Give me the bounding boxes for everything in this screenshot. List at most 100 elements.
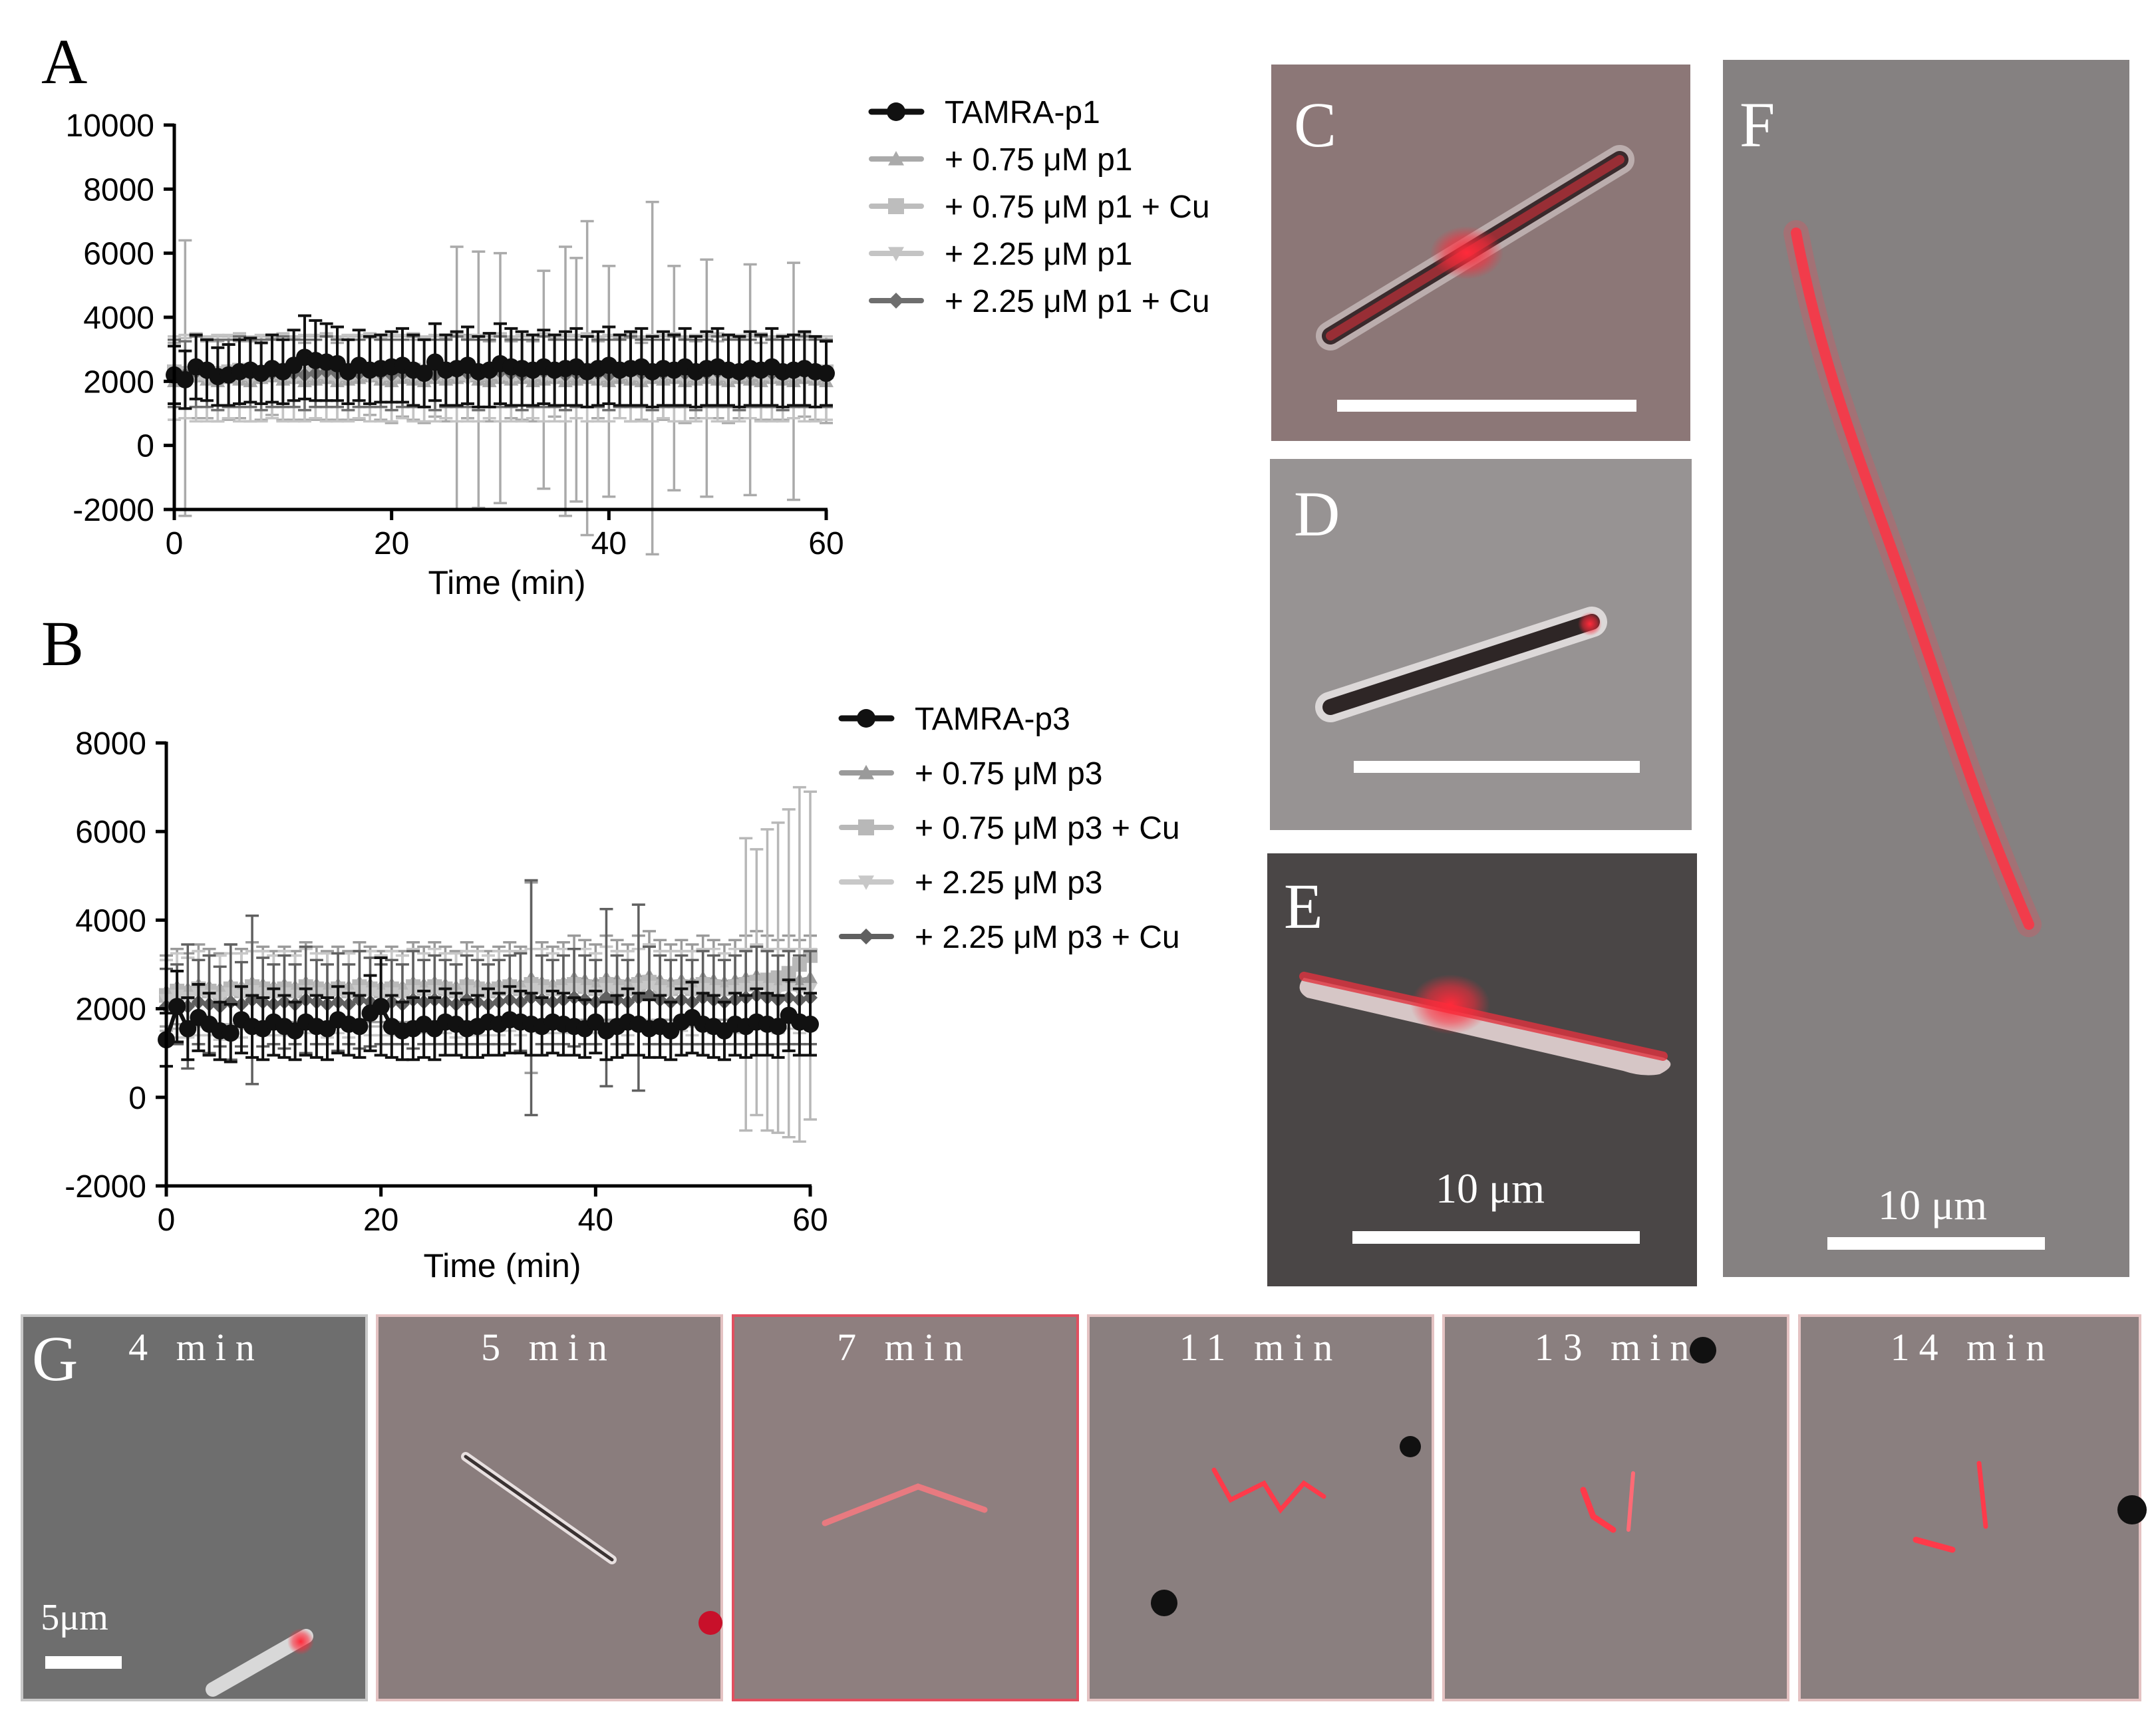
chart-b-y-tick-label: 2000 bbox=[75, 992, 146, 1028]
timelapse-frame-2-background bbox=[376, 1314, 723, 1701]
timelapse-frame-5-label: 13 min bbox=[1535, 1326, 1699, 1369]
timelapse-frame-4-particle-1 bbox=[1400, 1436, 1421, 1457]
chart-b-x-tick-label: 40 bbox=[578, 1203, 613, 1238]
chart-b-x-tick-label: 0 bbox=[158, 1203, 176, 1238]
chart-b-legend-entry-1: + 0.75 μM p3 bbox=[839, 756, 1103, 791]
chart-b-y-tick-label: 4000 bbox=[75, 903, 146, 938]
timelapse-frame-6: 14 min bbox=[1798, 1314, 2147, 1701]
chart-b-legend-label: + 0.75 μM p3 bbox=[915, 756, 1103, 791]
chart-a-legend-entry-4: + 2.25 μM p1 + Cu bbox=[869, 284, 1210, 319]
chart-a-y-tick-label: 2000 bbox=[83, 364, 154, 400]
chart-a-legend-label: + 2.25 μM p1 bbox=[945, 237, 1133, 272]
chart-a-legend-label: + 0.75 μM p1 bbox=[945, 142, 1133, 178]
chart-a-xlabel: Time (min) bbox=[428, 564, 585, 601]
panel-letter-d: D bbox=[1294, 478, 1340, 549]
chart-b-series-0-point bbox=[222, 1024, 239, 1042]
timelapse-frame-3-cell bbox=[822, 1483, 988, 1526]
timelapse-frame-4-background bbox=[1087, 1314, 1434, 1701]
micrograph-e: 10 μm E bbox=[1267, 853, 1697, 1286]
micrograph-d-scale-bar bbox=[1354, 761, 1640, 773]
micrograph-f-scale-label: 10 μm bbox=[1878, 1181, 1987, 1228]
chart-b-legend-swatch-marker bbox=[858, 819, 874, 835]
panel-letter-f: F bbox=[1740, 89, 1775, 160]
chart-b-plot-area bbox=[158, 786, 819, 1143]
panel-letter-c: C bbox=[1294, 89, 1336, 160]
timelapse-frame-6-particle bbox=[2117, 1495, 2147, 1524]
timelapse-frame-4-label: 11 min bbox=[1179, 1326, 1342, 1369]
chart-b-y-tick-label: -2000 bbox=[65, 1169, 146, 1205]
chart-b-legend-swatch-marker bbox=[857, 709, 875, 728]
micrograph-f: 10 μm F bbox=[1723, 60, 2129, 1277]
micrograph-d-cell bbox=[1322, 614, 1600, 715]
chart-a-series-0 bbox=[166, 314, 835, 410]
chart-a-y-tick-label: 4000 bbox=[83, 301, 154, 336]
micrograph-e-scale-bar bbox=[1352, 1231, 1640, 1244]
micrograph-d-fluorescent-tip bbox=[1578, 612, 1602, 636]
timelapse-frame-1-fluorescence bbox=[287, 1628, 314, 1655]
panel-letter-a: A bbox=[41, 26, 87, 97]
chart-a-legend-label: TAMRA-p1 bbox=[945, 95, 1100, 130]
chart-b-legend: TAMRA-p3 + 0.75 μM p3 + 0.75 μM p3 + Cu + 2… bbox=[838, 702, 1180, 955]
timelapse-frame-3-label: 7 min bbox=[837, 1326, 973, 1369]
chart-b-series-0-point bbox=[769, 1018, 787, 1036]
chart-a-legend-entry-1: + 0.75 μM p1 bbox=[869, 142, 1133, 178]
panel-letter-g: G bbox=[32, 1323, 78, 1394]
chart-b-xlabel: Time (min) bbox=[423, 1247, 581, 1284]
timelapse-frame-4: 11 min bbox=[1087, 1314, 1434, 1701]
chart-a-axes: -2000 0 2000 4000 6000 8000 10000 0 20 40 60 bbox=[66, 108, 844, 561]
chart-a-legend-label: + 0.75 μM p1 + Cu bbox=[945, 190, 1210, 225]
chart-b-series-0-point bbox=[802, 1015, 819, 1033]
timelapse-frame-6-background bbox=[1798, 1314, 2141, 1701]
micrograph-c-fluorescent-focus bbox=[1430, 226, 1503, 279]
chart-a-x-tick-label: 60 bbox=[808, 526, 844, 561]
micrograph-e-cell bbox=[1299, 978, 1671, 1075]
chart-a-x-tick-label: 40 bbox=[591, 526, 627, 561]
micrograph-f-scale-bar bbox=[1827, 1237, 2045, 1250]
chart-a-series-0-point bbox=[818, 364, 835, 382]
timelapse-frame-5: 13 min bbox=[1442, 1314, 1789, 1701]
chart-a-legend-swatch-marker bbox=[888, 151, 904, 166]
timelapse-frame-4-cell bbox=[1211, 1467, 1326, 1514]
chart-b-legend-label: + 2.25 μM p3 bbox=[915, 865, 1103, 901]
chart-a-legend-label: + 2.25 μM p1 + Cu bbox=[945, 284, 1210, 319]
timelapse-frame-6-cell-1 bbox=[1976, 1461, 1988, 1529]
chart-b-y-tick-label: 6000 bbox=[75, 815, 146, 850]
chart-b: B -2000 0 2000 4000 6000 8000 0 20 40 60 Time (mi… bbox=[41, 608, 1180, 1284]
chart-b-legend-swatch-marker bbox=[858, 929, 874, 944]
timelapse-frame-5-cell-1 bbox=[1580, 1487, 1617, 1533]
micrograph-f-background bbox=[1723, 60, 2129, 1277]
micrograph-e-scale-label: 10 μm bbox=[1436, 1165, 1545, 1212]
chart-b-y-tick-label: 0 bbox=[128, 1081, 146, 1116]
micrograph-c: C bbox=[1271, 65, 1690, 441]
chart-a-series-0-point bbox=[415, 364, 433, 382]
micrograph-e-fluorescent-focus bbox=[1410, 974, 1490, 1034]
timelapse-frame-3-background bbox=[732, 1314, 1079, 1701]
timelapse-frame-1-label: 4 min bbox=[128, 1326, 264, 1369]
timelapse-frame-3: 7 min bbox=[732, 1314, 1079, 1701]
timelapse-scale-bar bbox=[45, 1656, 122, 1669]
chart-b-legend-label: + 0.75 μM p3 + Cu bbox=[915, 811, 1180, 846]
timelapse-frame-6-label: 14 min bbox=[1891, 1326, 2055, 1369]
timelapse-frame-4-particle-2 bbox=[1151, 1590, 1177, 1616]
chart-b-x-tick-label: 20 bbox=[363, 1203, 398, 1238]
chart-b-series-0-point bbox=[168, 998, 186, 1016]
timelapse-frame-5-cell-2 bbox=[1626, 1471, 1635, 1532]
chart-b-legend-label: + 2.25 μM p3 + Cu bbox=[915, 920, 1180, 955]
chart-b-series-0 bbox=[158, 956, 819, 1068]
chart-a-legend-swatch-marker bbox=[888, 198, 904, 214]
chart-a-y-tick-label: -2000 bbox=[73, 493, 154, 528]
chart-a-legend: TAMRA-p1 + 0.75 μM p1 + 0.75 μM p1 + Cu + 2… bbox=[868, 95, 1210, 319]
chart-b-legend-label: TAMRA-p3 bbox=[915, 702, 1070, 737]
chart-b-legend-swatch-marker bbox=[858, 875, 874, 890]
chart-b-legend-entry-0: TAMRA-p3 bbox=[838, 702, 1070, 737]
chart-b-series-4-point bbox=[223, 994, 238, 1010]
chart-a-y-tick-label: 6000 bbox=[83, 237, 154, 272]
chart-a-plot-area bbox=[166, 200, 835, 556]
chart-b-series-0-point bbox=[372, 998, 390, 1016]
chart-a-y-tick-label: 8000 bbox=[83, 172, 154, 208]
chart-b-x-tick-label: 60 bbox=[792, 1203, 828, 1238]
timelapse-frame-6-cell-2 bbox=[1913, 1536, 1956, 1553]
chart-a-x-tick-label: 20 bbox=[374, 526, 409, 561]
chart-b-series-0-point bbox=[179, 1020, 197, 1038]
chart-b-axes: -2000 0 2000 4000 6000 8000 0 20 40 60 bbox=[65, 726, 828, 1238]
